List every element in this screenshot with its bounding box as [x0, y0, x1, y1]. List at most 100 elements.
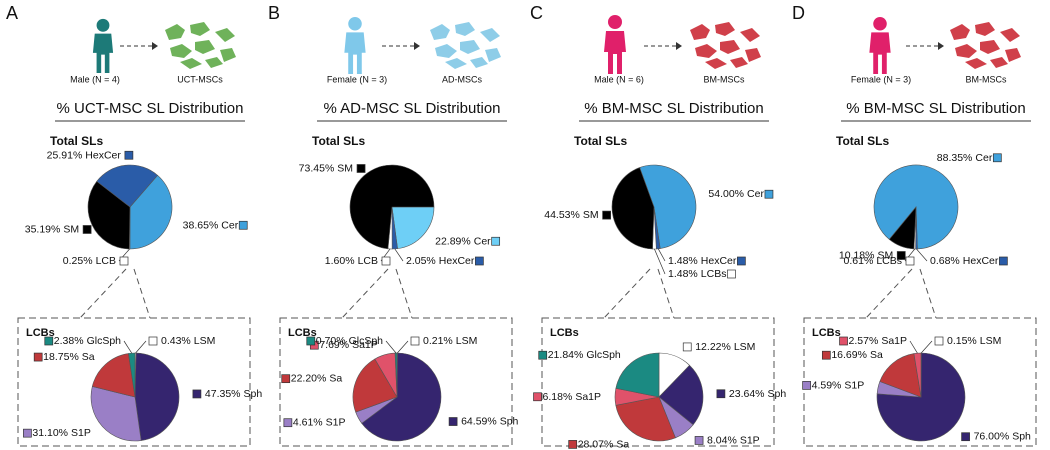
- value-label: 31.10%: [32, 427, 68, 439]
- slice-label: 0.15% LSM: [947, 335, 1001, 347]
- value-label: 4.59%: [812, 379, 842, 391]
- category-label: S1P: [844, 379, 864, 391]
- category-label: LCBs: [701, 268, 727, 280]
- leader-line: [123, 340, 133, 354]
- category-label: HexCer: [701, 255, 737, 267]
- pie-slice: [96, 164, 158, 208]
- legend-swatch: [896, 251, 906, 260]
- value-label: 73.45%: [299, 162, 335, 174]
- legend-swatch: [999, 256, 1008, 266]
- cell-icon: [950, 22, 1021, 69]
- legend-swatch: [23, 428, 32, 438]
- slice-label: 31.10% S1P: [32, 427, 90, 439]
- cells-label: BM-MSCs: [966, 74, 1007, 84]
- pie-slice: [873, 164, 959, 250]
- donor-icon: [869, 16, 891, 74]
- pie-slice: [879, 353, 922, 398]
- category-label: Sa1P: [352, 339, 378, 351]
- leader-line: [135, 340, 147, 354]
- category-label: Cer: [221, 219, 238, 231]
- category-label: SM: [583, 209, 599, 221]
- arrow-head: [414, 42, 420, 50]
- leader-line: [657, 248, 666, 262]
- chart-subtitle: Total SLs: [50, 134, 103, 148]
- category-label: Cer: [747, 188, 764, 200]
- legend-swatch: [192, 389, 202, 399]
- legend-swatch: [306, 336, 316, 346]
- value-label: 1.48%: [668, 268, 698, 280]
- slice-label: 1.48% LCBs: [668, 268, 726, 280]
- category-label: Sph: [500, 415, 519, 427]
- slice-label: 0.70% GlcSph: [316, 335, 383, 347]
- pie-slice: [639, 164, 697, 249]
- category-label: HexCer: [85, 149, 121, 161]
- leader-line: [654, 248, 666, 275]
- pie-slice: [90, 386, 142, 442]
- slice-label: 4.61% S1P: [293, 416, 346, 428]
- legend-swatch: [839, 336, 848, 346]
- leader-line: [394, 248, 404, 262]
- legend-swatch: [764, 189, 774, 199]
- slice-label: 2.38% GlcSph: [54, 335, 121, 347]
- slice-label: 6.18% Sa1P: [543, 391, 601, 403]
- category-label: Sa: [616, 438, 629, 450]
- slice-label: 4.59% S1P: [812, 379, 865, 391]
- value-label: 21.84%: [548, 349, 584, 361]
- category-label: Cer: [975, 152, 992, 164]
- legend-swatch: [356, 164, 366, 173]
- value-label: 0.21%: [423, 335, 453, 347]
- legend-swatch: [119, 256, 129, 266]
- value-label: 23.64%: [729, 388, 765, 400]
- category-label: LSM: [980, 335, 1002, 347]
- legend-swatch: [238, 220, 248, 230]
- icons: [92, 15, 1021, 74]
- inset-box: [541, 317, 775, 447]
- category-label: Sph: [1012, 430, 1031, 442]
- value-label: 2.57%: [849, 335, 879, 347]
- legend-swatch: [148, 336, 158, 346]
- value-label: 76.00%: [974, 430, 1010, 442]
- value-label: 0.70%: [316, 335, 346, 347]
- category-label: SM: [877, 249, 893, 261]
- category-label: Sa: [329, 372, 342, 384]
- category-label: HexCer: [963, 255, 999, 267]
- cells-label: AD-MSCs: [442, 74, 482, 84]
- value-label: 10.18%: [839, 249, 875, 261]
- donor-icon: [344, 16, 366, 74]
- pie-slice: [615, 396, 676, 442]
- slice-label: 12.22% LSM: [695, 341, 755, 353]
- category-label: S1P: [71, 427, 91, 439]
- legend-swatch: [682, 342, 692, 352]
- panel-letter: B: [268, 3, 280, 23]
- panel-letter: C: [530, 3, 543, 23]
- category-label: Sa: [82, 351, 95, 363]
- legend-swatch: [410, 336, 420, 346]
- pie-slice: [134, 352, 180, 441]
- legend-swatch: [33, 352, 43, 362]
- slice-label: 18.75% Sa: [43, 351, 95, 363]
- value-label: 54.00%: [708, 188, 744, 200]
- value-label: 0.43%: [161, 335, 191, 347]
- inset-title: LCBs: [812, 327, 841, 339]
- pie-slice: [615, 352, 660, 398]
- category-label: LCB: [96, 255, 116, 267]
- legend-swatch: [821, 350, 831, 360]
- slice-label: 8.04% S1P: [707, 434, 760, 446]
- slice-label: 38.65% Cer: [183, 219, 239, 231]
- legend-swatch: [716, 389, 726, 399]
- cell-icon: [690, 22, 761, 69]
- leader-line: [920, 340, 933, 354]
- pie-slice: [888, 206, 917, 250]
- slice-label: 23.64% Sph: [729, 388, 786, 400]
- cell-icon: [165, 22, 236, 69]
- value-label: 28.07%: [578, 438, 614, 450]
- category-label: GlcSph: [87, 335, 122, 347]
- slice-label: 2.05% HexCer: [406, 255, 475, 267]
- value-label: 35.19%: [25, 223, 61, 235]
- slice-label: 0.68% HexCer: [930, 255, 999, 267]
- value-label: 6.18%: [543, 391, 573, 403]
- slice-label: 2.57% Sa1P: [849, 335, 907, 347]
- zoom-line: [341, 268, 389, 319]
- pie-slice: [129, 174, 173, 250]
- donor-label: Female (N = 3): [851, 74, 911, 84]
